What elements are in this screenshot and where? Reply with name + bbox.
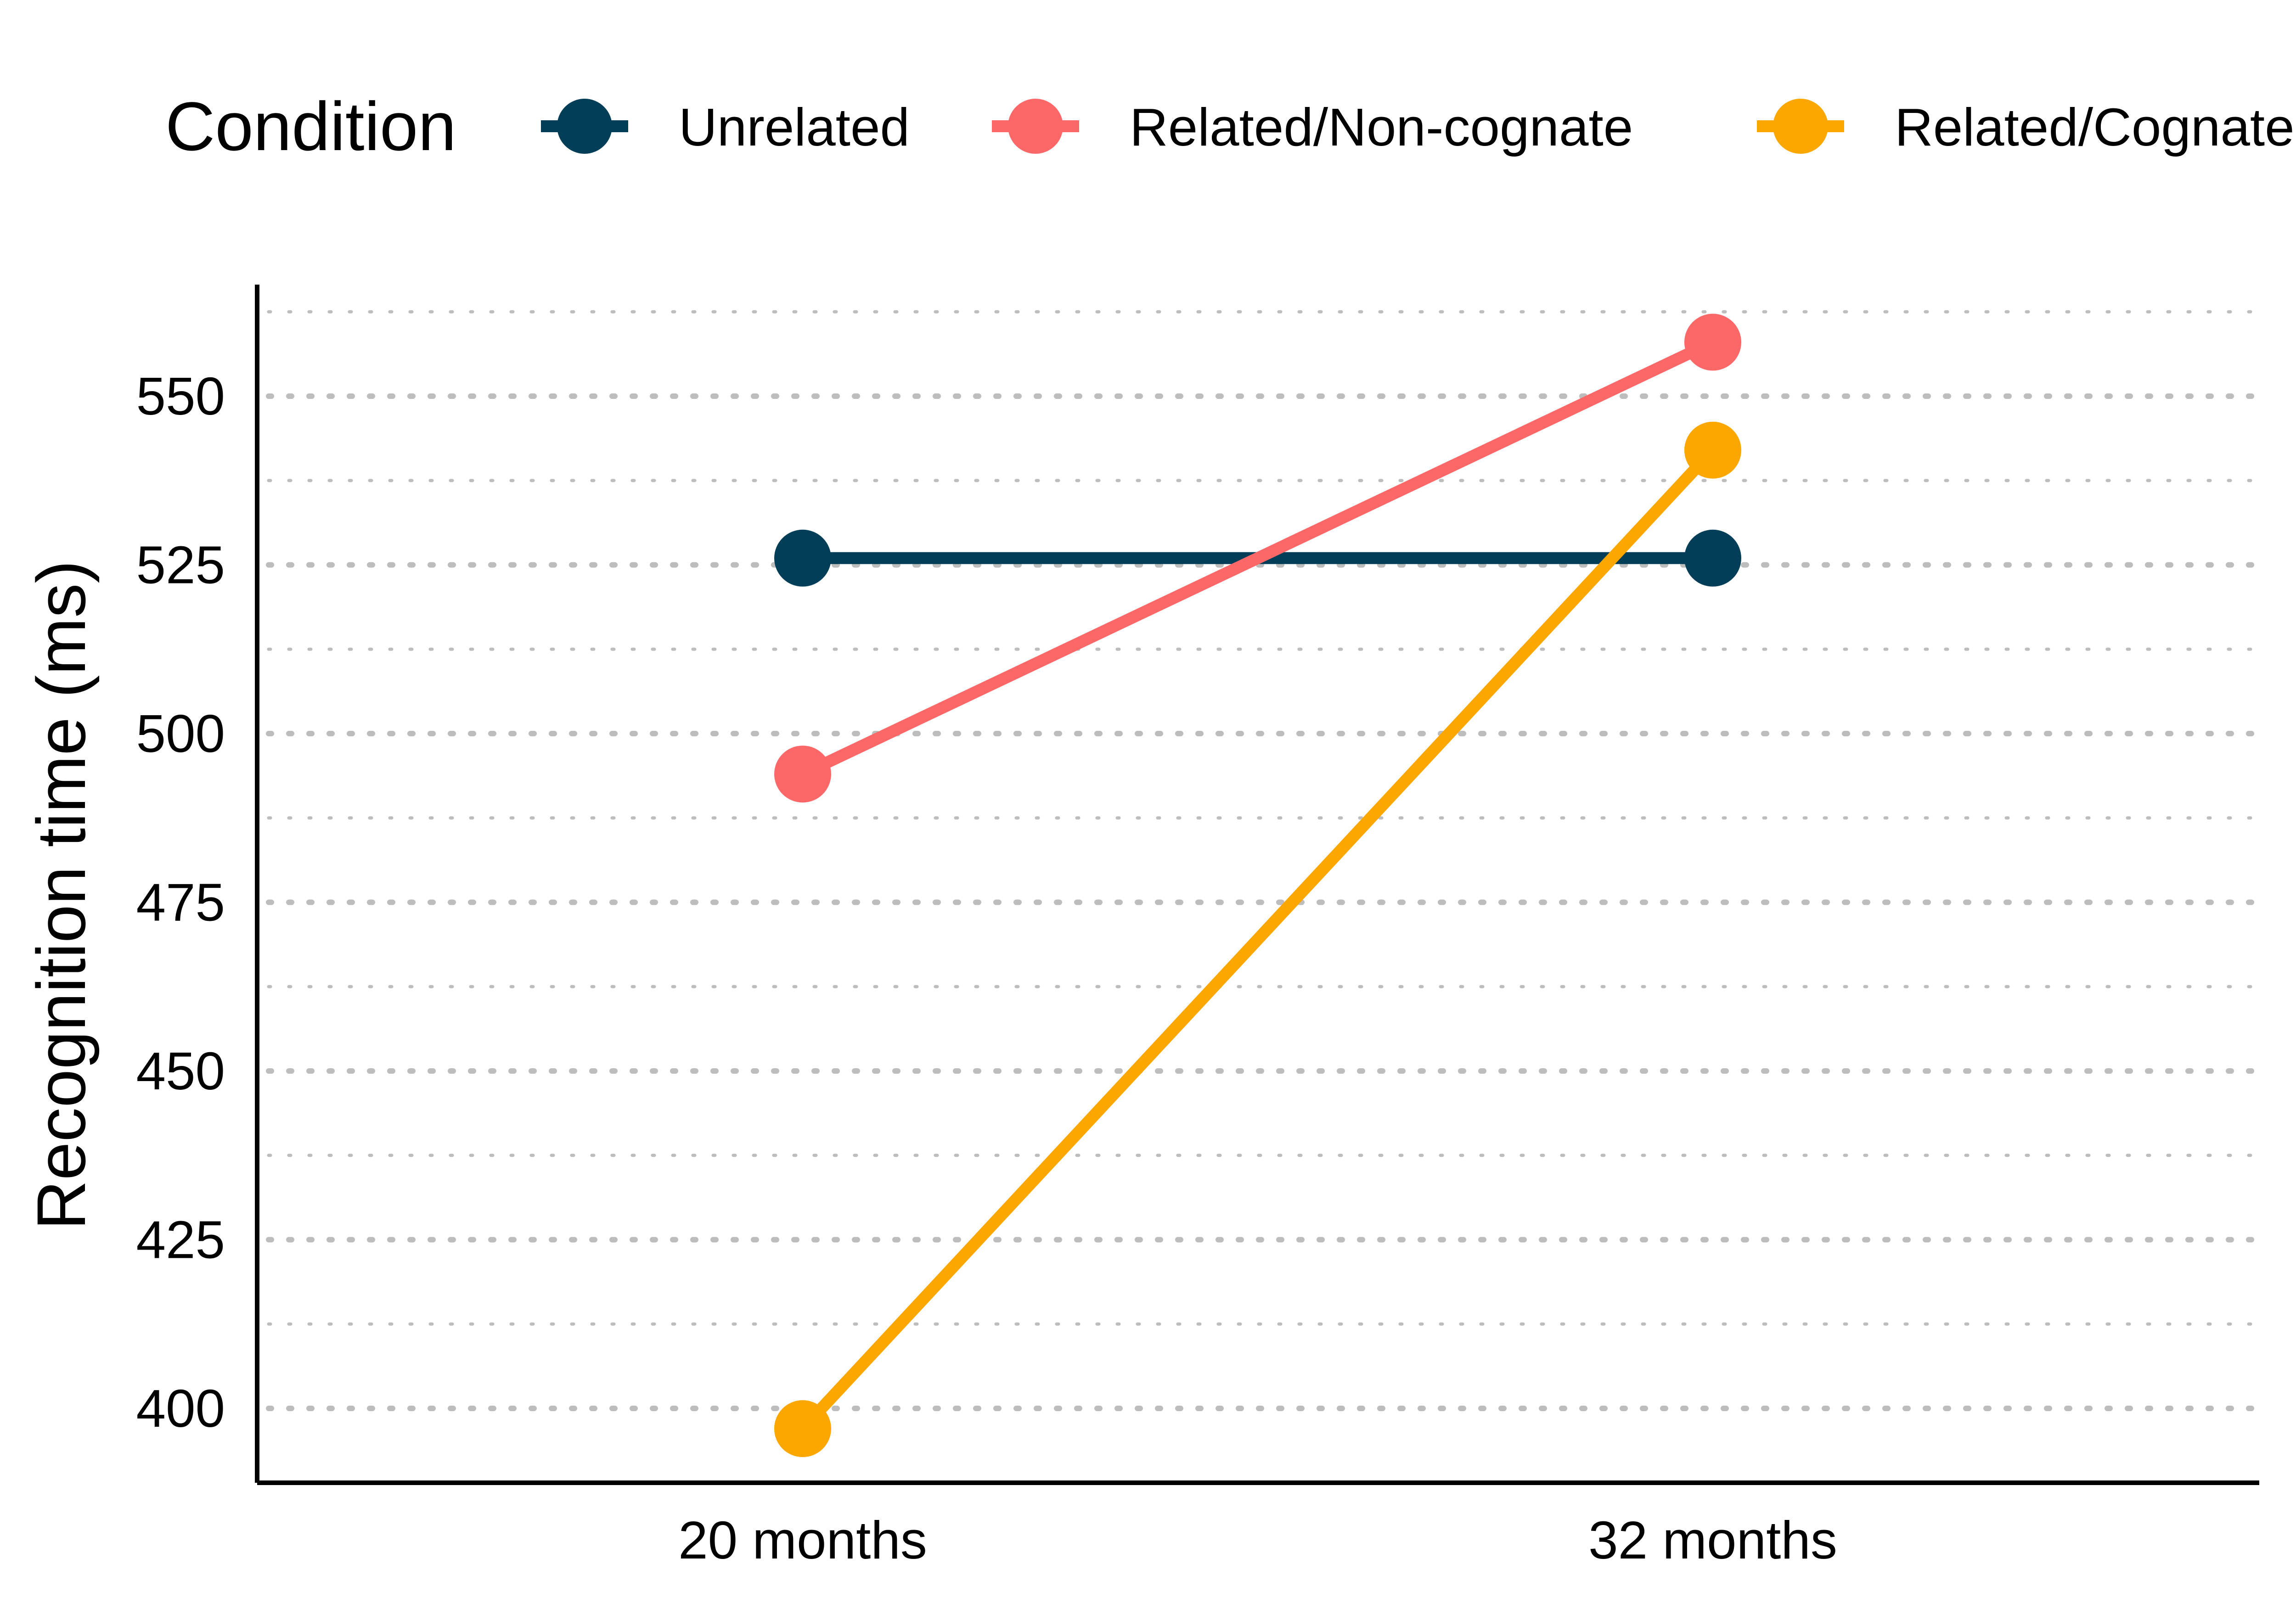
data-point — [774, 529, 831, 587]
x-tick-label: 32 months — [1588, 1510, 1837, 1570]
grid-layer — [266, 310, 2262, 1411]
series-line — [798, 446, 1717, 1433]
series-line — [800, 336, 1716, 779]
y-tick-label: 550 — [136, 366, 225, 426]
legend-label: Related/Cognate — [1895, 97, 2295, 157]
y-tick-label: 500 — [136, 704, 225, 763]
x-tick-label: 20 months — [678, 1510, 927, 1570]
axes-layer: 400 425 450 475 500 525 550 20 months 32 months — [136, 285, 2259, 1570]
data-point — [1684, 314, 1741, 371]
legend-label: Unrelated — [679, 97, 910, 157]
legend: Condition Unrelated Related/Non-cognate Rel… — [165, 88, 2295, 165]
data-point — [1684, 529, 1741, 587]
y-tick-label: 525 — [136, 535, 225, 595]
legend-label: Related/Non-cognate — [1130, 97, 1633, 157]
y-tick-label: 475 — [136, 873, 225, 932]
legend-key-marker — [1773, 99, 1828, 154]
legend-key-marker — [1008, 99, 1063, 154]
series-layer — [774, 314, 1741, 1458]
legend-key-marker — [557, 99, 612, 154]
data-point — [774, 746, 831, 803]
data-point — [774, 1400, 831, 1458]
y-tick-label: 400 — [136, 1379, 225, 1438]
data-point — [1684, 421, 1741, 479]
y-axis-title: Recognition time (ms) — [23, 561, 100, 1230]
y-tick-label: 450 — [136, 1041, 225, 1101]
legend-title: Condition — [165, 88, 456, 165]
y-tick-label: 425 — [136, 1210, 225, 1270]
